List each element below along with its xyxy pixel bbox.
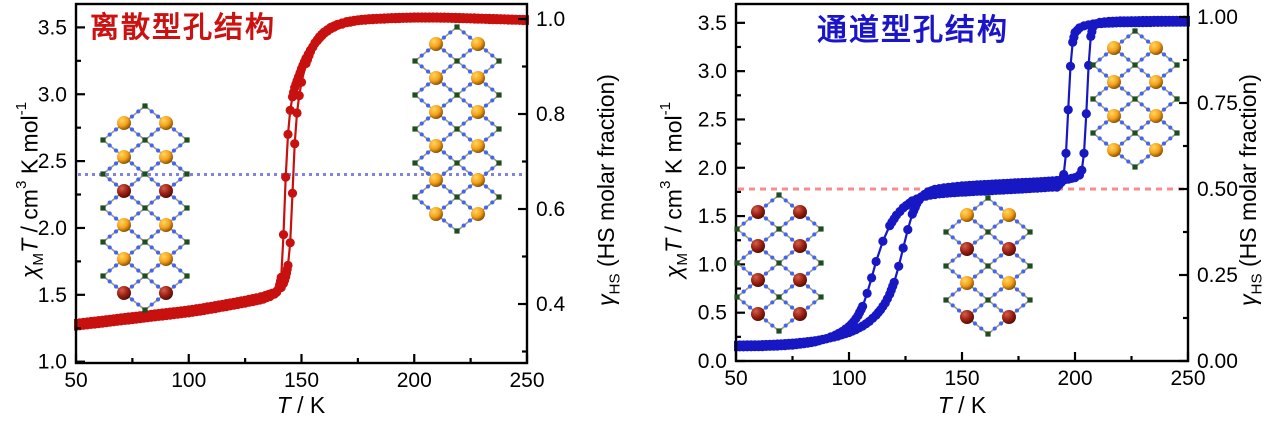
x-tick-label: 50 — [64, 369, 87, 392]
heating-series — [734, 15, 1190, 350]
gamma-subscript: HS — [606, 273, 624, 295]
kelvin-unit: / K — [290, 392, 326, 418]
x-tick-label: 150 — [944, 367, 979, 390]
y-right-tick-label: 0.00 — [1197, 350, 1238, 373]
gamma-symbol: γ — [1235, 294, 1261, 306]
mol-inverse-exponent: -1 — [13, 101, 30, 116]
y-right-tick-label: 1.0 — [536, 8, 565, 31]
mol-inverse-exponent: -1 — [657, 101, 674, 116]
y-right-tick-label: 0.50 — [1197, 178, 1238, 201]
x-tick-label: 150 — [284, 369, 319, 392]
right-chart-title: 通道型孔结构 — [817, 14, 1009, 47]
x-tick-label: 50 — [724, 367, 747, 390]
y-left-tick-label: 1.5 — [38, 284, 67, 307]
y-left-tick-label: 2.5 — [698, 108, 727, 131]
left-chart-title: 离散型孔结构 — [89, 12, 276, 44]
x-tick-label: 100 — [171, 369, 206, 392]
y-left-tick-label: 3.0 — [698, 60, 727, 83]
left-chart-x-axis-label: T / K — [231, 392, 371, 419]
y-right-tick-label: 0.75 — [1197, 92, 1238, 115]
y-left-tick-label: 0.0 — [698, 350, 727, 373]
y-left-tick-label: 2.0 — [38, 217, 67, 240]
y-units-2: K mol — [16, 115, 43, 181]
temperature-symbol: T — [16, 238, 43, 253]
heating-series — [74, 12, 529, 328]
y-units-2: K mol — [660, 115, 687, 181]
left-chart-y-axis-label: χMT / cm3 K mol-1 — [7, 10, 47, 370]
x-tick-label: 100 — [831, 367, 866, 390]
temperature-symbol: T — [937, 392, 952, 418]
cm-cubed-exponent: 3 — [13, 180, 30, 190]
axis-ticks: 50 100 150 200 250 0.0 0.5 1.0 1.5 2.0 2.5 3.0 3.5 0.… — [698, 6, 1238, 390]
y-left-tick-label: 2.5 — [38, 150, 67, 173]
lattice-partial-hs-one-half — [943, 195, 1033, 337]
x-tick-label: 250 — [1170, 367, 1205, 390]
chi-subscript: M — [29, 252, 47, 266]
y-left-tick-label: 1.5 — [698, 205, 727, 228]
y-left-tick-label: 2.0 — [698, 157, 727, 180]
y-left-tick-label: 3.5 — [38, 16, 67, 39]
y-units-1: / cm — [16, 189, 43, 239]
cooling-series — [74, 13, 529, 331]
left-chart-right-axis-label: γHS (HS molar fraction) — [591, 0, 624, 380]
cm-cubed-exponent: 3 — [657, 180, 674, 190]
y-right-tick-label: 0.25 — [1197, 264, 1238, 287]
right-chart-x-axis-label: T / K — [892, 392, 1032, 419]
temperature-symbol: T — [660, 238, 687, 253]
x-tick-label: 250 — [509, 369, 544, 392]
chi-symbol: χ — [660, 265, 687, 279]
chart-panel-2: 50 100 150 200 250 0.0 0.5 1.0 1.5 2.0 2.5 3.0 3.5 0.… — [698, 2, 1238, 390]
gamma-subscript: HS — [1248, 273, 1266, 295]
y-right-tick-label: 0.4 — [536, 293, 566, 316]
y-left-tick-label: 1.0 — [38, 351, 67, 374]
gamma-symbol: γ — [593, 294, 619, 306]
axis-ticks: 50 100 150 200 250 1.0 1.5 2.0 2.5 3.0 3.5 0.4 0.6 0.… — [38, 8, 566, 392]
y-left-tick-label: 0.5 — [698, 302, 727, 325]
lattice-full-hs — [412, 24, 502, 234]
right-chart-y-axis-label: χMT / cm3 K mol-1 — [651, 10, 691, 370]
y-right-tick-label: 1.00 — [1197, 6, 1238, 29]
y-right-tick-label: 0.6 — [536, 198, 565, 221]
chi-symbol: χ — [16, 265, 43, 279]
lattice-full-hs — [1090, 28, 1180, 170]
right-chart-right-axis-label: γHS (HS molar fraction) — [1233, 0, 1266, 380]
temperature-symbol: T — [276, 392, 291, 418]
hs-fraction-text: (HS molar fraction) — [1235, 74, 1261, 274]
y-units-1: / cm — [660, 189, 687, 239]
y-right-tick-label: 0.8 — [536, 103, 565, 126]
chart-panel-1: 50 100 150 200 250 1.0 1.5 2.0 2.5 3.0 3.5 0.4 0.6 0.… — [38, 2, 566, 392]
hs-fraction-text: (HS molar fraction) — [593, 74, 619, 274]
y-left-tick-label: 1.0 — [698, 253, 727, 276]
y-left-tick-label: 3.5 — [698, 12, 727, 35]
y-left-tick-label: 3.0 — [38, 83, 67, 106]
x-tick-label: 200 — [1057, 367, 1092, 390]
chi-subscript: M — [673, 252, 691, 266]
lattice-partial-hs-two-thirds — [100, 103, 190, 313]
kelvin-unit: / K — [951, 392, 987, 418]
x-tick-label: 200 — [397, 369, 432, 392]
lattice-full-ls — [734, 192, 824, 334]
